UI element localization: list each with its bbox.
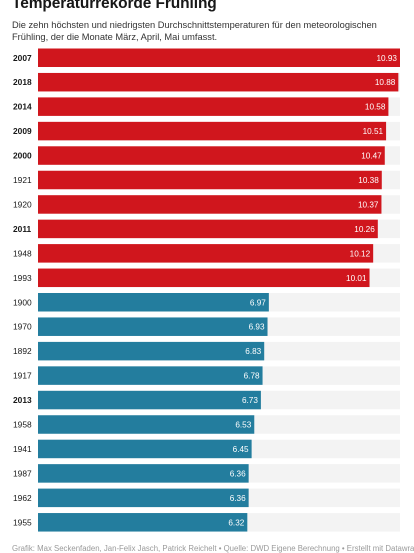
bar [38, 72, 399, 92]
bar [38, 48, 400, 67]
bar-row: 2000 10.47 [13, 146, 400, 165]
bar [38, 244, 374, 263]
category-label: 2007 [13, 53, 32, 63]
bar [38, 146, 385, 165]
value-label: 6.73 [242, 396, 258, 405]
value-label: 6.32 [228, 518, 244, 527]
bar [38, 415, 255, 434]
value-label: 6.45 [233, 445, 249, 454]
category-label: 2009 [13, 126, 32, 136]
bar [38, 317, 268, 336]
bar-row: 1920 10.37 [13, 195, 400, 214]
value-label: 6.78 [244, 372, 260, 381]
bar [38, 366, 263, 385]
category-label: 1955 [13, 517, 32, 527]
bar-row: 1962 6.36 [13, 488, 400, 508]
category-label: 1892 [13, 346, 32, 356]
bar-row: 2009 10.51 [13, 121, 400, 141]
value-label: 6.97 [250, 298, 266, 307]
category-label: 1958 [13, 420, 32, 430]
bar [38, 97, 389, 116]
value-label: 10.93 [377, 54, 398, 63]
bar [38, 341, 265, 361]
bar-row: 1948 10.12 [13, 244, 400, 263]
bar [38, 488, 249, 508]
category-label: 1993 [13, 273, 32, 283]
category-label: 1941 [13, 444, 32, 454]
bar-row: 1917 6.78 [13, 366, 400, 385]
value-label: 10.58 [365, 103, 386, 112]
bar [38, 121, 387, 141]
category-label: 2018 [13, 77, 32, 87]
value-label: 10.12 [350, 249, 371, 258]
bar-row: 1970 6.93 [13, 317, 400, 336]
value-label: 10.37 [358, 200, 379, 209]
chart-title: Temperaturrekorde Frühling [12, 0, 217, 12]
bar-row: 2018 10.88 [13, 72, 400, 92]
value-label: 6.36 [230, 469, 246, 478]
category-label: 1900 [13, 297, 32, 307]
bar [38, 513, 248, 532]
category-label: 2014 [13, 102, 32, 112]
bar-row: 2011 10.26 [13, 219, 400, 239]
bar-row: 2013 6.73 [13, 390, 400, 410]
value-label: 10.88 [375, 78, 396, 87]
bar-row: 1958 6.53 [13, 415, 400, 434]
bar [38, 390, 261, 410]
value-label: 10.47 [361, 152, 382, 161]
category-label: 1948 [13, 248, 32, 258]
bar-row: 1993 10.01 [13, 268, 400, 288]
category-label: 1921 [13, 175, 32, 185]
value-label: 6.36 [230, 494, 246, 503]
bar-row: 1987 6.36 [13, 464, 400, 483]
value-label: 10.26 [354, 225, 375, 234]
value-label: 10.51 [363, 127, 384, 136]
bar-row: 1921 10.38 [13, 170, 400, 190]
bar-row: 2014 10.58 [13, 97, 400, 116]
category-label: 2000 [13, 151, 32, 161]
value-label: 6.83 [245, 347, 261, 356]
category-label: 1962 [13, 493, 32, 503]
category-label: 2013 [13, 395, 32, 405]
category-label: 1920 [13, 199, 32, 209]
bar-row: 1900 6.97 [13, 293, 400, 312]
bar-row: 1955 6.32 [13, 513, 400, 532]
category-label: 1917 [13, 371, 32, 381]
bar [38, 464, 249, 483]
bar [38, 195, 382, 214]
value-label: 10.38 [358, 176, 379, 185]
bar [38, 219, 378, 239]
category-label: 1987 [13, 468, 32, 478]
bar [38, 439, 252, 459]
bar [38, 170, 382, 190]
value-label: 6.93 [249, 323, 265, 332]
bar-row: 1941 6.45 [13, 439, 400, 459]
bar [38, 293, 269, 312]
bar-row: 1892 6.83 [13, 341, 400, 361]
bar-row: 2007 10.93 [13, 48, 400, 67]
category-label: 1970 [13, 322, 32, 332]
category-label: 2011 [13, 224, 32, 234]
chart-subtitle: Die zehn höchsten und niedrigsten Durchs… [12, 20, 377, 42]
bar [38, 268, 370, 288]
value-label: 10.01 [346, 274, 367, 283]
value-label: 6.53 [235, 421, 251, 430]
chart-footer-credits: Grafik: Max Seckenfaden, Jan-Felix Jasch… [12, 544, 414, 553]
